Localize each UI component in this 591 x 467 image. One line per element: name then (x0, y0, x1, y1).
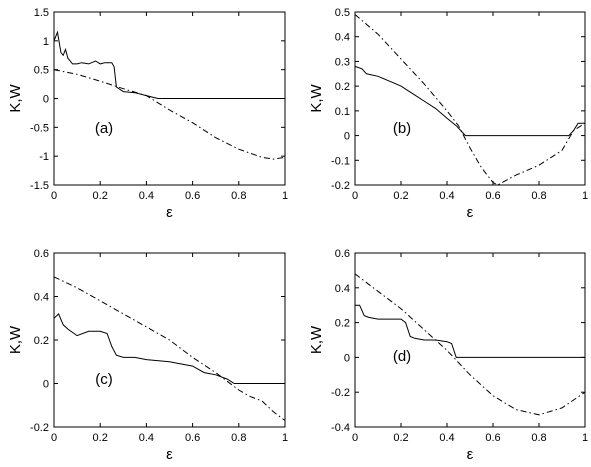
x-axis-label: ε (467, 446, 474, 463)
y-tick-label: -0.2 (331, 387, 350, 399)
x-tick-label: 0.6 (485, 432, 500, 444)
x-tick-label: 1 (582, 432, 588, 444)
y-tick-label: 0 (43, 379, 49, 391)
x-tick-label: 1 (282, 432, 288, 444)
x-axis-label: ε (166, 446, 173, 463)
y-tick-label: 0 (344, 131, 350, 143)
y-tick-label: -1 (39, 151, 49, 163)
y-tick-label: 0 (43, 94, 49, 106)
x-tick-label: 0 (51, 190, 57, 202)
x-tick-label: 0.4 (139, 190, 154, 202)
x-tick-label: 0 (352, 432, 358, 444)
chart-panel: 0 0.2 0.4 0.6 0.8 1 -0.2 -0.1 0 0.1 0.2 0.3 0.4 0.5 ε K… (308, 7, 588, 221)
x-tick-label: 0.8 (531, 190, 546, 202)
x-axis-label: ε (166, 204, 173, 221)
y-tick-label: 0.6 (34, 248, 49, 260)
y-axis-label: K,W (7, 83, 24, 112)
y-tick-label: 0.2 (335, 81, 350, 93)
y-tick-label: -0.2 (30, 422, 49, 434)
x-tick-label: 0.4 (439, 190, 454, 202)
x-tick-label: 0 (51, 432, 57, 444)
y-tick-label: 0.2 (34, 335, 49, 347)
x-tick-label: 0.2 (93, 190, 108, 202)
y-axis-label: K,W (7, 325, 24, 354)
x-tick-label: 0.6 (185, 190, 200, 202)
series-line-dashdot (354, 14, 586, 186)
series-line-dashdot (53, 69, 286, 160)
y-tick-label: -0.2 (331, 180, 350, 192)
x-tick-label: 0.4 (439, 432, 454, 444)
x-tick-label: 0.8 (531, 432, 546, 444)
y-tick-label: 0.4 (335, 32, 350, 44)
x-tick-label: 1 (282, 190, 288, 202)
y-tick-label: 0.5 (34, 65, 49, 77)
x-tick-label: 0.2 (393, 190, 408, 202)
y-tick-label: -0.5 (30, 122, 49, 134)
y-tick-label: -0.1 (331, 155, 350, 167)
series-line-solid (354, 65, 585, 137)
y-tick-label: 0 (344, 352, 350, 364)
y-axis-label: K,W (308, 83, 325, 112)
series-line-dashdot (354, 273, 586, 416)
series-line-solid (53, 30, 285, 99)
series-line-dashdot (53, 276, 286, 421)
chart-panel: 0 0.2 0.4 0.6 0.8 1 -1.5 -1 -0.5 0 0.5 1 1.5 ε K,W (a) (7, 7, 288, 221)
x-tick-label: 0.4 (139, 432, 154, 444)
y-tick-label: 0.1 (335, 106, 350, 118)
panel-label: (a) (95, 120, 113, 137)
y-tick-label: 0.6 (335, 248, 350, 260)
panel-label: (d) (393, 348, 411, 365)
y-tick-label: 0.5 (335, 7, 350, 19)
y-tick-label: 0.3 (335, 56, 350, 68)
y-tick-label: 1.5 (34, 7, 49, 19)
y-tick-label: 1 (43, 36, 49, 48)
series-line-solid (355, 304, 585, 358)
x-tick-label: 0.8 (231, 432, 246, 444)
panel-label: (c) (95, 371, 113, 388)
x-tick-label: 0 (352, 190, 358, 202)
x-tick-label: 0.6 (485, 190, 500, 202)
y-tick-label: 0.4 (34, 292, 49, 304)
y-tick-label: -0.4 (331, 422, 350, 434)
panel-label: (b) (393, 120, 411, 137)
x-tick-label: 0.8 (231, 190, 246, 202)
plot-frame (354, 252, 586, 428)
y-tick-label: -1.5 (30, 180, 49, 192)
y-axis-label: K,W (308, 325, 325, 354)
x-tick-label: 0.6 (185, 432, 200, 444)
x-tick-label: 1 (582, 190, 588, 202)
plot-frame (354, 11, 586, 186)
x-axis-label: ε (467, 204, 474, 221)
chart-panel: 0 0.2 0.4 0.6 0.8 1-0.200.20.40.6εK,W(c) (7, 248, 288, 463)
series-line-solid (53, 313, 285, 384)
y-tick-label: 0.4 (335, 283, 350, 295)
y-tick-label: 0.2 (335, 318, 350, 330)
x-tick-label: 0.2 (93, 432, 108, 444)
x-tick-label: 0.2 (393, 432, 408, 444)
chart-panel: 0 0.2 0.4 0.6 0.8 1 -0.4 -0.2 0 0.2 0.4 0.6 ε K,W (d) (308, 248, 588, 463)
